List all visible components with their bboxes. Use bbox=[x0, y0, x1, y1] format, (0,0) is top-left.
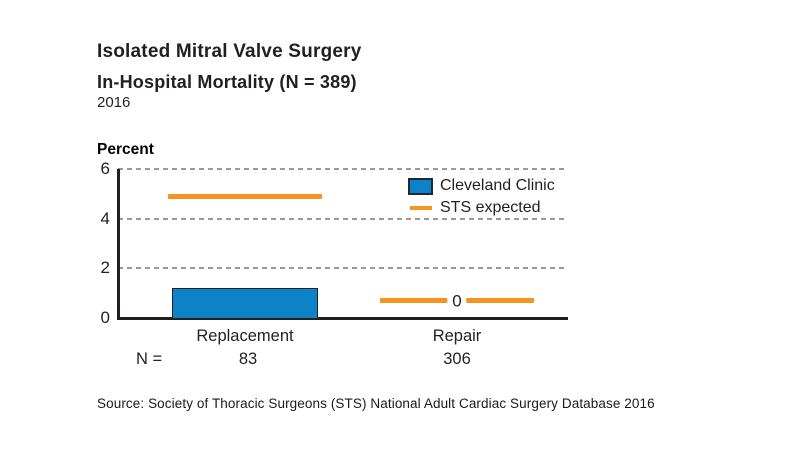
bar-replacement bbox=[172, 288, 318, 318]
gridline-4 bbox=[118, 217, 568, 220]
chart-subtitle: In-Hospital Mortality (N = 389) bbox=[97, 72, 357, 92]
legend-item-cleveland-clinic: Cleveland Clinic bbox=[408, 175, 555, 197]
plot-area: Cleveland Clinic STS expected 0 bbox=[117, 168, 568, 320]
gridline-6 bbox=[118, 168, 568, 170]
legend-item-sts-expected: STS expected bbox=[408, 197, 555, 219]
x-axis-line bbox=[117, 317, 568, 320]
legend-label-sts-expected: STS expected bbox=[440, 199, 541, 216]
legend-label-cleveland-clinic: Cleveland Clinic bbox=[440, 177, 555, 194]
y-tick-label-4: 4 bbox=[100, 208, 110, 228]
y-axis-title: Percent bbox=[97, 141, 154, 158]
zero-value-label: 0 bbox=[447, 291, 467, 311]
chart-year: 2016 bbox=[97, 94, 131, 111]
gridline-2 bbox=[118, 267, 568, 270]
page-title: Isolated Mitral Valve Surgery bbox=[97, 41, 362, 62]
y-tick-label-0: 0 bbox=[100, 308, 110, 327]
y-tick-label-2: 2 bbox=[100, 258, 110, 278]
y-tick-label-6: 6 bbox=[100, 159, 110, 178]
bar-swatch-icon bbox=[408, 177, 433, 195]
n-value-repair: 306 bbox=[443, 350, 471, 368]
line-swatch-icon bbox=[409, 205, 432, 211]
n-equals-label: N = bbox=[136, 350, 163, 368]
y-axis-line bbox=[117, 169, 120, 319]
x-category-label-repair: Repair bbox=[432, 327, 482, 345]
sts-expected-line-replacement bbox=[168, 193, 322, 199]
source-note: Source: Society of Thoracic Surgeons (ST… bbox=[97, 396, 655, 411]
n-value-replacement: 83 bbox=[238, 350, 258, 368]
x-category-label-replacement: Replacement bbox=[196, 327, 294, 345]
legend: Cleveland Clinic STS expected bbox=[408, 175, 555, 219]
